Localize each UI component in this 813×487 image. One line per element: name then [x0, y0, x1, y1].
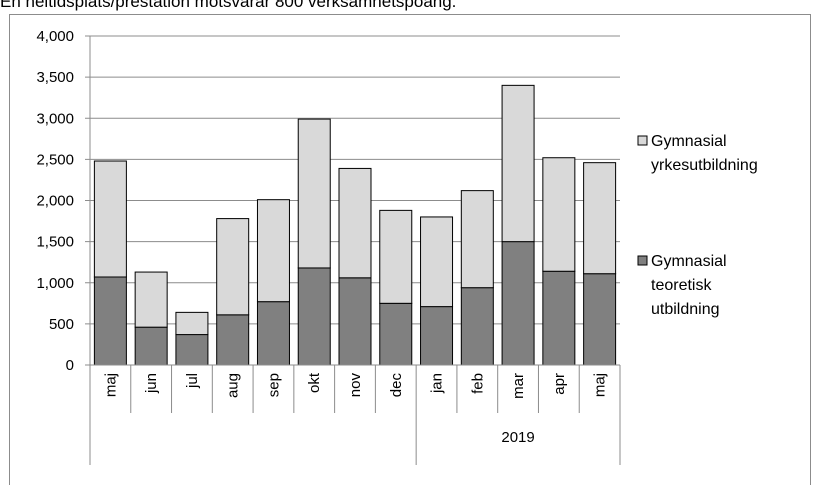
- y-tick-label: 4,000: [36, 28, 74, 45]
- y-tick-label: 2,000: [36, 193, 74, 210]
- bar-segment-yrkes: [379, 209, 413, 304]
- y-tick-label: 1,000: [36, 275, 74, 292]
- bar-segment-yrkes: [420, 216, 454, 308]
- legend-label: yrkesutbildning: [651, 157, 758, 174]
- legend-label: utbildning: [651, 301, 720, 318]
- x-tick-label: dec: [388, 373, 405, 398]
- bar-segment-yrkes: [175, 311, 209, 336]
- bar-segment-yrkes: [460, 190, 494, 289]
- legend-swatch: [637, 135, 648, 146]
- x-tick-label: jan: [429, 373, 446, 394]
- legend-swatch: [637, 255, 648, 266]
- bar-segment-yrkes: [338, 167, 372, 279]
- chart-caption: En heltidsplats/prestation motsvarar 800…: [0, 0, 457, 11]
- bar-segment-yrkes: [297, 118, 331, 269]
- bar-segment-yrkes: [134, 271, 168, 328]
- bar-segment-teoretisk: [93, 276, 127, 366]
- bar-segment-teoretisk: [501, 241, 535, 366]
- bar-segment-yrkes: [542, 157, 576, 272]
- x-tick-label: aug: [225, 373, 242, 398]
- bar-segment-teoretisk: [256, 301, 290, 366]
- x-tick-label: jul: [184, 373, 201, 389]
- x-tick-label: apr: [551, 373, 568, 395]
- bar-segment-teoretisk: [175, 334, 209, 366]
- x-tick-label: jun: [143, 373, 160, 394]
- bar-segment-yrkes: [583, 162, 617, 275]
- bar-segment-teoretisk: [379, 302, 413, 366]
- legend-label: Gymnasial: [651, 253, 727, 270]
- bar-segment-teoretisk: [297, 267, 331, 366]
- y-tick-label: 0: [66, 357, 74, 374]
- bar-segment-teoretisk: [134, 326, 168, 366]
- bar-segment-teoretisk: [420, 306, 454, 366]
- x-tick-label: okt: [306, 372, 323, 393]
- bar-segment-teoretisk: [216, 314, 250, 366]
- legend-label: Gymnasial: [651, 133, 727, 150]
- bar-segment-teoretisk: [338, 277, 372, 366]
- x-tick-label: maj: [102, 373, 119, 397]
- x-tick-label: mar: [510, 373, 527, 399]
- bar-segment-yrkes: [93, 160, 127, 278]
- bar-segment-teoretisk: [460, 287, 494, 366]
- y-tick-label: 3,500: [36, 69, 74, 86]
- x-tick-label: feb: [469, 373, 486, 394]
- y-tick-label: 500: [49, 316, 74, 333]
- x-tick-label: nov: [347, 373, 364, 398]
- legend-label: teoretisk: [651, 277, 712, 294]
- y-tick-label: 2,500: [36, 151, 74, 168]
- chart-frame: [9, 14, 811, 485]
- bar-segment-yrkes: [256, 199, 290, 303]
- bar-segment-yrkes: [216, 218, 250, 316]
- x-tick-label: sep: [265, 373, 282, 397]
- bar-segment-teoretisk: [583, 273, 617, 366]
- x-tick-label: maj: [592, 373, 609, 397]
- bar-segment-yrkes: [501, 84, 535, 243]
- y-tick-label: 1,500: [36, 234, 74, 251]
- bar-segment-teoretisk: [542, 270, 576, 366]
- x-group-label: 2019: [501, 429, 534, 446]
- y-tick-label: 3,000: [36, 110, 74, 127]
